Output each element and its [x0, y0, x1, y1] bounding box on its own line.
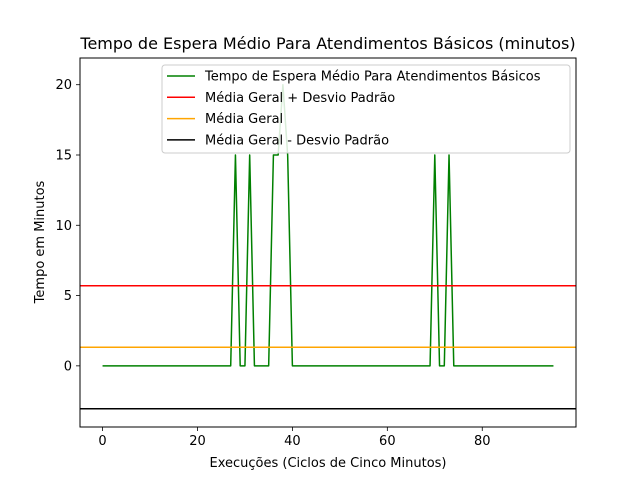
x-tick-label: 80 — [474, 434, 491, 449]
plot-lines — [80, 83, 576, 410]
x-tick-label: 0 — [98, 434, 106, 449]
y-axis-label: Tempo em Minutos — [33, 180, 48, 304]
legend-label: Tempo de Espera Médio Para Atendimentos … — [204, 70, 541, 85]
x-tick-label: 60 — [379, 434, 396, 449]
legend-label: Média Geral — [205, 112, 283, 127]
chart-title: Tempo de Espera Médio Para Atendimentos … — [79, 34, 575, 53]
legend-label: Média Geral + Desvio Padrão — [205, 91, 395, 106]
y-tick-label: 15 — [55, 148, 72, 163]
y-tick-label: 10 — [55, 219, 72, 234]
y-tick-label: 0 — [64, 359, 72, 374]
legend-box — [161, 64, 571, 154]
x-axis: 0 20 40 60 80 — [98, 427, 491, 449]
legend-label: Média Geral - Desvio Padrão — [205, 133, 389, 148]
series-line-0 — [102, 83, 554, 367]
x-tick-label: 20 — [189, 434, 206, 449]
plot-frame — [79, 57, 577, 428]
x-tick-label: 40 — [284, 434, 301, 449]
y-tick-label: 20 — [55, 78, 72, 93]
legend: Tempo de Espera Médio Para Atendimentos … — [161, 64, 571, 154]
y-tick-label: 5 — [64, 289, 72, 304]
y-axis: 0 5 10 15 20 — [55, 78, 80, 374]
x-axis-label: Execuções (Ciclos de Cinco Minutos) — [209, 456, 446, 471]
